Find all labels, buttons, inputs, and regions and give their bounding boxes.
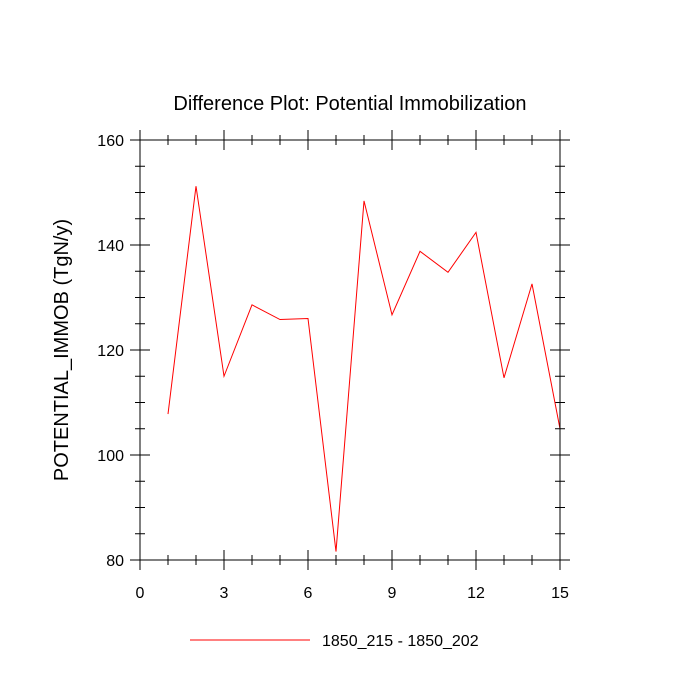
y-axis-label: POTENTIAL_IMMOB (TgN/y): [51, 219, 73, 481]
legend-label: 1850_215 - 1850_202: [322, 633, 479, 650]
y-tick-label: 80: [106, 553, 124, 570]
axis-ticks: [130, 130, 570, 570]
chart-title: Difference Plot: Potential Immobilizatio…: [173, 93, 526, 115]
x-tick-label: 15: [551, 585, 569, 602]
y-tick-label: 160: [97, 133, 124, 150]
series-line: [167, 186, 560, 552]
y-tick-label: 140: [97, 238, 124, 255]
legend: 1850_215 - 1850_202: [190, 633, 479, 650]
y-tick-label: 100: [97, 448, 124, 465]
axis-tick-labels: 0 3 6 9 12 15 80 100 120 140 160: [97, 133, 569, 602]
x-tick-label: 12: [467, 585, 485, 602]
plot-frame: [139, 139, 561, 561]
y-tick-label: 120: [97, 343, 124, 360]
x-tick-label: 0: [136, 585, 145, 602]
x-tick-label: 6: [304, 585, 313, 602]
x-tick-label: 9: [388, 585, 397, 602]
series-layer: [167, 186, 560, 552]
x-tick-label: 3: [220, 585, 229, 602]
